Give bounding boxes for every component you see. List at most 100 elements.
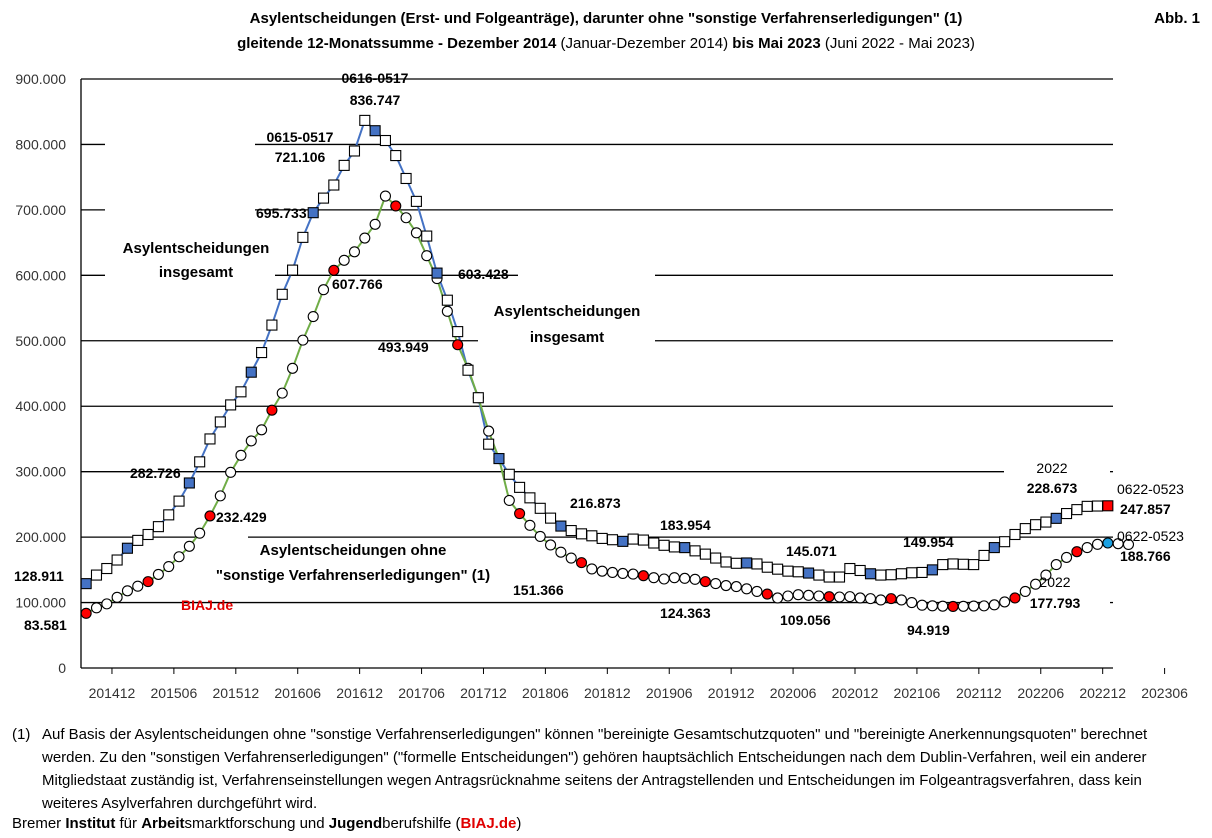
x-tick-label: 201506 [151,685,198,701]
series-point-adjusted [658,573,670,585]
series-point-total [689,545,701,557]
series-point-total [1081,500,1093,512]
series-point-adjusted [957,600,969,612]
footnote-marker: (1) [12,726,31,743]
series-point-adjusted [947,600,959,613]
series-point-adjusted [792,589,804,601]
series-point-total [256,347,268,359]
series-point-adjusted [772,592,784,604]
series-point-total [1009,528,1021,541]
y-tick-label: 100.000 [15,595,66,611]
series-point-adjusted [142,576,154,588]
series-point-adjusted [1040,569,1052,581]
series-point-total [627,533,639,545]
axes [80,79,1166,674]
series-point-total [1071,504,1083,516]
series-point-total [80,578,92,590]
series-point-adjusted [1019,585,1031,597]
series-point-adjusted [379,190,391,202]
series-point-total [204,433,216,445]
series-point-adjusted [514,508,526,520]
series-point-adjusted [1061,551,1073,563]
series-point-total [555,520,567,532]
series-point-adjusted [1091,538,1104,550]
series-point-adjusted [710,578,722,590]
anno-177793: 177.793 [1030,595,1081,611]
series-point-adjusted [390,200,402,212]
series-point-total [751,558,763,570]
x-tick-label: 201906 [646,685,693,701]
y-tick-label: 800.000 [15,136,66,152]
series-point-adjusted [761,588,773,600]
anno-year-adj: 2022 [1039,574,1070,590]
series-point-total [348,145,361,157]
credit-b3: Jugend [328,815,383,832]
series-point-total [606,534,619,546]
series-point-adjusted [348,246,361,258]
series-point-adjusted [555,546,567,558]
series-point-adjusted [627,568,639,580]
series-point-adjusted [689,573,701,585]
series-point-adjusted [266,404,278,416]
series-point-adjusted [173,551,185,563]
x-tick-label: 201512 [212,685,259,701]
anno-228673: 228.673 [1027,480,1078,496]
series-point-total [741,557,753,569]
anno-last-date-total: 0622-0523 [1117,481,1184,497]
series-point-adjusted [730,581,742,593]
y-tick-label: 0 [58,660,66,676]
subtitle-part-b: (Januar-Dezember 2014) [556,35,733,52]
series-point-adjusted [400,212,412,224]
series-point-total [214,416,226,428]
series-point-total [864,568,877,580]
series-line-adjusted [85,194,1129,615]
series-point-total [441,294,453,306]
credit-biaj-link[interactable]: BIAJ.de [460,815,517,832]
subtitle-part-c: bis Mai 2023 [732,35,821,52]
series-point-total [534,502,546,514]
series-point-total [90,569,103,581]
y-tick-label: 500.000 [15,333,66,349]
series-point-adjusted [410,227,422,239]
series-point-total [1040,516,1052,528]
series-point-total [111,554,123,566]
series-point-total [462,364,474,376]
series-point-adjusted [421,250,433,262]
series-point-adjusted [1030,578,1042,590]
chart-title-line1: Asylentscheidungen (Erst- und Folgeanträ… [249,10,963,27]
anno-149954: 149.954 [903,534,954,550]
series-point-adjusted [637,570,649,582]
series-point-total [338,159,350,171]
x-tick-label: 201606 [274,685,321,701]
series-point-adjusted [194,527,206,539]
series-point-adjusted [90,602,103,614]
annotations: 0616-0517 836.747 0615-0517 721.106 695.… [14,70,1184,638]
series-point-total [885,569,897,581]
series-point-total [369,125,381,137]
anno-83581: 83.581 [24,617,67,633]
series-point-adjusted [679,572,691,584]
series-point-total [988,542,1000,554]
series-point-adjusted [503,494,515,507]
series-point-adjusted [1102,537,1114,549]
series-point-total [1091,500,1104,512]
label-total-right-2: insgesamt [530,329,604,346]
series-point-total [503,468,515,480]
series-point-total [1030,519,1042,531]
series-point-total [245,366,257,378]
anno-607766: 607.766 [332,276,383,292]
watermark-biaj: BIAJ.de [181,597,233,613]
series-point-adjusted [452,339,464,351]
series-point-adjusted [575,557,588,569]
series-point-adjusted [545,539,557,551]
series-point-total [926,564,938,576]
series-point-total [957,558,969,570]
series-point-total [328,179,340,191]
series-point-adjusted [999,596,1011,608]
series-point-total [493,453,505,465]
y-tick-label: 900.000 [15,71,66,87]
series-point-total [514,481,526,493]
x-tick-label: 201412 [89,685,136,701]
series-point-total [297,231,309,243]
series-point-total [617,535,629,547]
